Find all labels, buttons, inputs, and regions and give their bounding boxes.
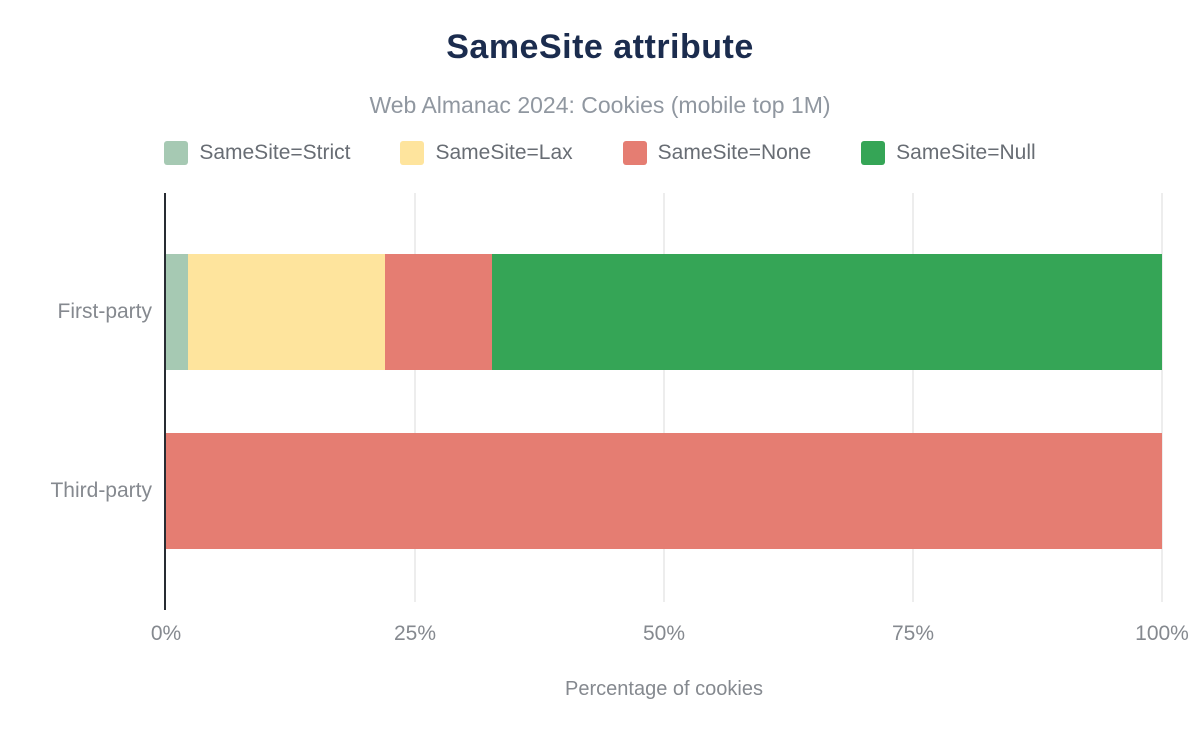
gridline <box>663 193 665 602</box>
x-tick-label: 0% <box>150 622 182 645</box>
x-tick-label: 25% <box>393 622 437 645</box>
legend-label: SameSite=None <box>657 141 812 164</box>
chart-title: SameSite attribute <box>446 28 754 66</box>
bar-segment-first-party-samesite-none[interactable] <box>385 254 492 370</box>
bar-segment-first-party-samesite-null[interactable] <box>491 254 1162 370</box>
bar-segment-first-party-samesite-lax[interactable] <box>187 254 386 370</box>
bar-segment-third-party-samesite-none[interactable] <box>166 433 1162 549</box>
legend-swatch-samesite-null <box>861 141 886 165</box>
x-tick-label: 50% <box>642 622 686 645</box>
category-label-third-party: Third-party <box>50 479 152 502</box>
legend-item-samesite-lax[interactable]: SameSite=Lax <box>400 141 573 165</box>
gridline <box>912 193 914 602</box>
bar-third-party <box>166 433 1162 549</box>
legend-label: SameSite=Lax <box>435 141 573 164</box>
legend-label: SameSite=Strict <box>199 141 351 164</box>
legend-swatch-samesite-strict <box>164 141 189 165</box>
legend: SameSite=Strict SameSite=Lax SameSite=None… <box>0 141 1200 165</box>
plot-area: Percentage of cookies 0% 25% 50% 75% 100% Fir… <box>50 193 1189 700</box>
x-axis-title: Percentage of cookies <box>565 678 763 700</box>
category-label-first-party: First-party <box>57 300 153 323</box>
y-axis-line <box>164 193 166 610</box>
legend-swatch-samesite-lax <box>400 141 425 165</box>
x-tick-label: 75% <box>891 622 935 645</box>
bar-first-party <box>166 254 1162 370</box>
bar-segment-first-party-samesite-strict[interactable] <box>166 254 188 370</box>
legend-swatch-samesite-none <box>622 141 647 165</box>
legend-item-samesite-null[interactable]: SameSite=Null <box>861 141 1036 165</box>
gridline <box>1161 193 1163 602</box>
legend-label: SameSite=Null <box>896 141 1036 164</box>
legend-item-samesite-strict[interactable]: SameSite=Strict <box>164 141 350 165</box>
chart-subtitle: Web Almanac 2024: Cookies (mobile top 1M… <box>369 92 831 118</box>
gridline <box>414 193 416 602</box>
x-tick-label: 100% <box>1135 622 1189 645</box>
legend-item-samesite-none[interactable]: SameSite=None <box>622 141 812 165</box>
